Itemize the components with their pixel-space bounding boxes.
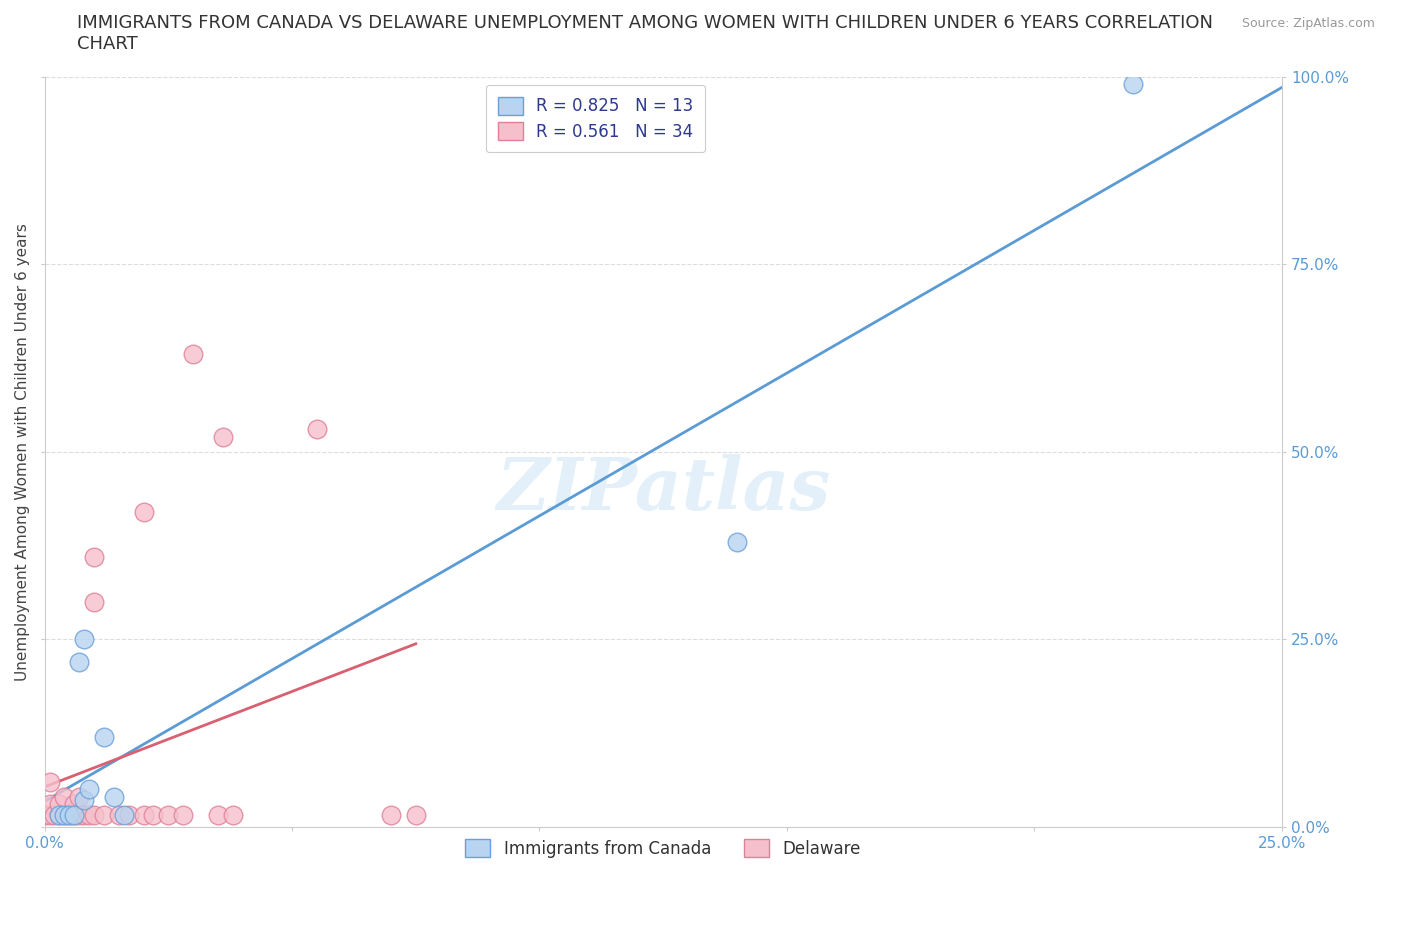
Point <box>93 808 115 823</box>
Point <box>63 797 86 812</box>
Point <box>405 808 427 823</box>
Point <box>132 504 155 519</box>
Point <box>67 790 90 804</box>
Point <box>63 808 86 823</box>
Point <box>48 808 70 823</box>
Point <box>108 808 131 823</box>
Legend: Immigrants from Canada, Delaware: Immigrants from Canada, Delaware <box>451 826 875 870</box>
Point <box>48 808 70 823</box>
Point <box>181 347 204 362</box>
Point <box>53 808 76 823</box>
Point <box>38 808 60 823</box>
Point <box>142 808 165 823</box>
Text: IMMIGRANTS FROM CANADA VS DELAWARE UNEMPLOYMENT AMONG WOMEN WITH CHILDREN UNDER : IMMIGRANTS FROM CANADA VS DELAWARE UNEMP… <box>77 14 1213 32</box>
Point <box>67 655 90 670</box>
Text: Source: ZipAtlas.com: Source: ZipAtlas.com <box>1241 17 1375 30</box>
Point <box>725 535 748 550</box>
Point <box>63 808 86 823</box>
Y-axis label: Unemployment Among Women with Children Under 6 years: Unemployment Among Women with Children U… <box>15 223 30 681</box>
Point <box>118 808 141 823</box>
Point <box>38 797 60 812</box>
Point <box>93 729 115 744</box>
Point <box>44 808 66 823</box>
Point <box>83 808 105 823</box>
Point <box>1122 77 1144 92</box>
Text: CHART: CHART <box>77 35 138 53</box>
Point <box>103 790 125 804</box>
Point <box>132 808 155 823</box>
Point <box>221 808 243 823</box>
Point <box>83 594 105 609</box>
Point <box>53 808 76 823</box>
Point <box>83 550 105 565</box>
Point <box>305 422 328 437</box>
Point <box>67 808 90 823</box>
Point <box>53 790 76 804</box>
Point <box>211 430 233 445</box>
Point <box>58 808 80 823</box>
Point <box>73 793 96 808</box>
Point <box>112 808 135 823</box>
Point <box>48 797 70 812</box>
Point <box>38 775 60 790</box>
Point <box>157 808 180 823</box>
Point <box>172 808 194 823</box>
Point <box>207 808 229 823</box>
Point <box>34 808 56 823</box>
Point <box>58 808 80 823</box>
Point <box>77 808 100 823</box>
Point <box>77 782 100 797</box>
Text: ZIPatlas: ZIPatlas <box>496 454 831 525</box>
Point <box>73 808 96 823</box>
Point <box>73 631 96 646</box>
Point <box>380 808 402 823</box>
